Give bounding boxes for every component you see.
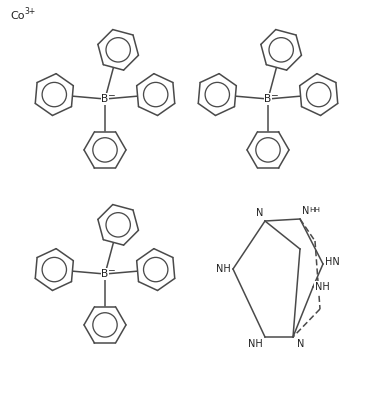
Text: 3+: 3+ [24,7,35,16]
Text: HN: HN [325,257,340,267]
Text: −: − [106,266,114,275]
Text: B: B [265,94,272,104]
Text: N: N [256,208,263,218]
Text: HH: HH [309,207,320,213]
Text: B: B [101,269,109,279]
Text: NH: NH [315,282,330,292]
Text: B: B [101,94,109,104]
Text: Co: Co [10,11,24,21]
Text: −: − [270,91,278,100]
Text: N: N [297,339,304,349]
Text: −: − [106,91,114,100]
Text: NH: NH [248,339,263,349]
Text: N: N [302,206,309,216]
Text: NH: NH [216,264,231,274]
